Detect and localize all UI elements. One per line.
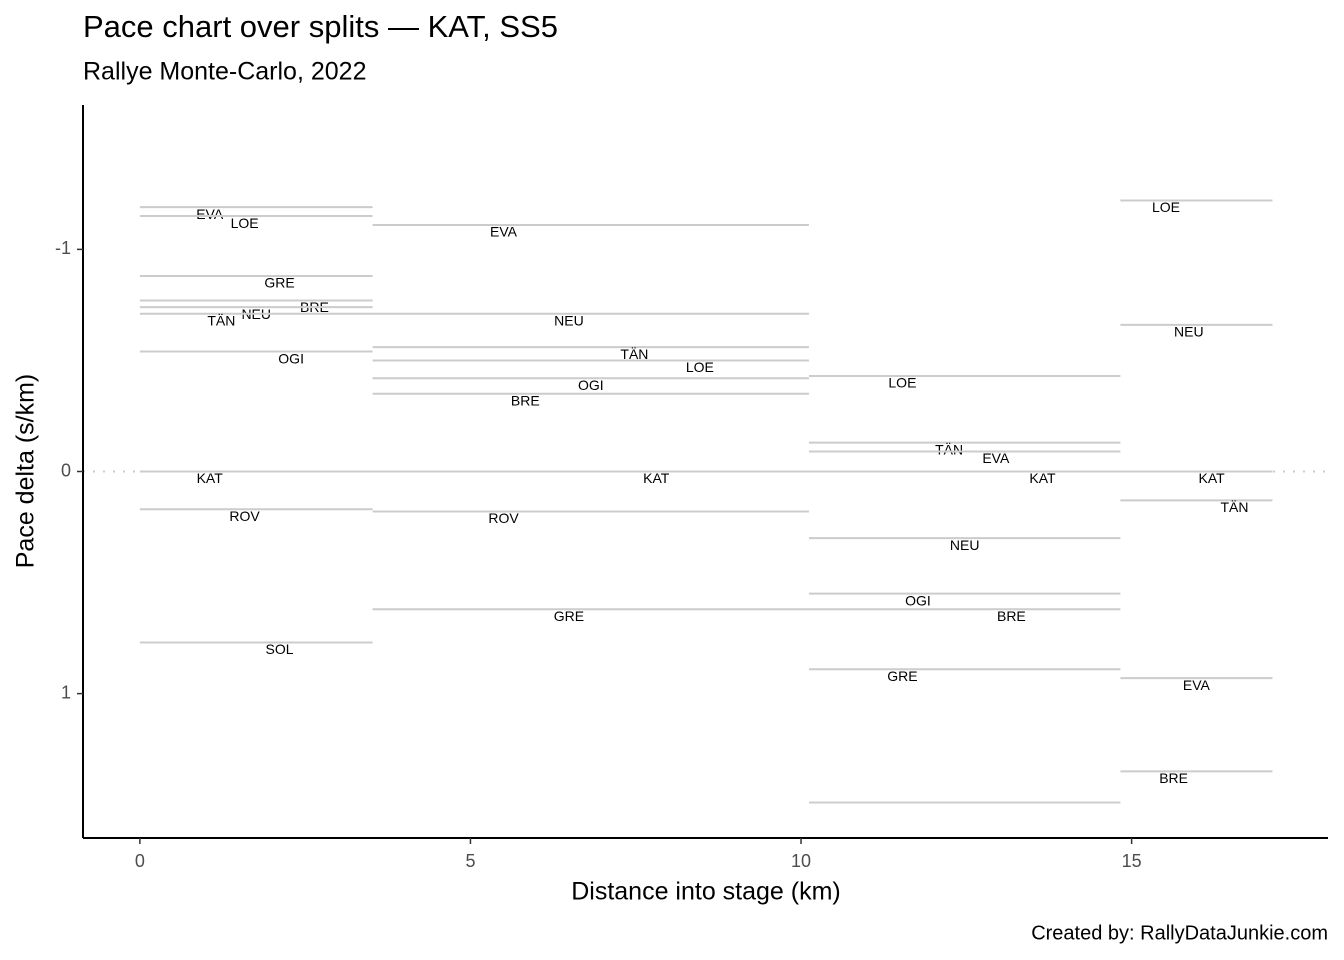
- segment-label: NEU: [554, 312, 584, 328]
- caption: Created by: RallyDataJunkie.com: [1031, 922, 1328, 944]
- segment-label: GRE: [264, 275, 294, 291]
- segment-label: EVA: [1183, 677, 1211, 693]
- x-axis-label: Distance into stage (km): [571, 878, 841, 906]
- segment-label: BRE: [997, 608, 1026, 624]
- segment-label: TÄN: [935, 441, 963, 457]
- chart-subtitle: Rallye Monte-Carlo, 2022: [83, 58, 366, 86]
- segment-label: OGI: [905, 592, 931, 608]
- segment-label: KAT: [1199, 470, 1226, 486]
- y-tick-label: 0: [61, 460, 71, 480]
- y-tick-label: 1: [61, 682, 71, 702]
- segment-label: LOE: [888, 375, 916, 391]
- segment-label: ROV: [229, 508, 260, 524]
- segment-label: NEU: [1174, 324, 1204, 340]
- segment-label: KAT: [1029, 470, 1056, 486]
- segment-label: GRE: [887, 668, 917, 684]
- segment-label: KAT: [197, 470, 224, 486]
- segment-label: EVA: [196, 206, 224, 222]
- x-tick-label: 15: [1122, 851, 1142, 871]
- segment-label: TÄN: [620, 346, 648, 362]
- segment-label: OGI: [578, 377, 604, 393]
- segment-label: TÄN: [207, 312, 235, 328]
- x-tick-label: 0: [135, 851, 145, 871]
- segment-label: GRE: [554, 608, 584, 624]
- segment-label: TÄN: [1220, 499, 1248, 515]
- segment-label: EVA: [982, 450, 1010, 466]
- segment-label: KAT: [643, 470, 670, 486]
- chart-title: Pace chart over splits — KAT, SS5: [83, 9, 558, 44]
- segment-label: OGI: [278, 350, 304, 366]
- segment-label: LOE: [686, 359, 714, 375]
- segment-label: LOE: [231, 215, 259, 231]
- segment-label: SOL: [265, 641, 293, 657]
- y-tick-label: -1: [55, 238, 71, 258]
- segment-label: EVA: [490, 224, 518, 240]
- y-axis-label: Pace delta (s/km): [12, 374, 40, 569]
- segment-label: ROV: [488, 510, 519, 526]
- segment-label: BRE: [1159, 770, 1188, 786]
- x-tick-label: 5: [465, 851, 475, 871]
- segment-label: BRE: [511, 392, 540, 408]
- segment-label: NEU: [950, 537, 980, 553]
- x-tick-label: 10: [791, 851, 811, 871]
- segment-label: LOE: [1152, 199, 1180, 215]
